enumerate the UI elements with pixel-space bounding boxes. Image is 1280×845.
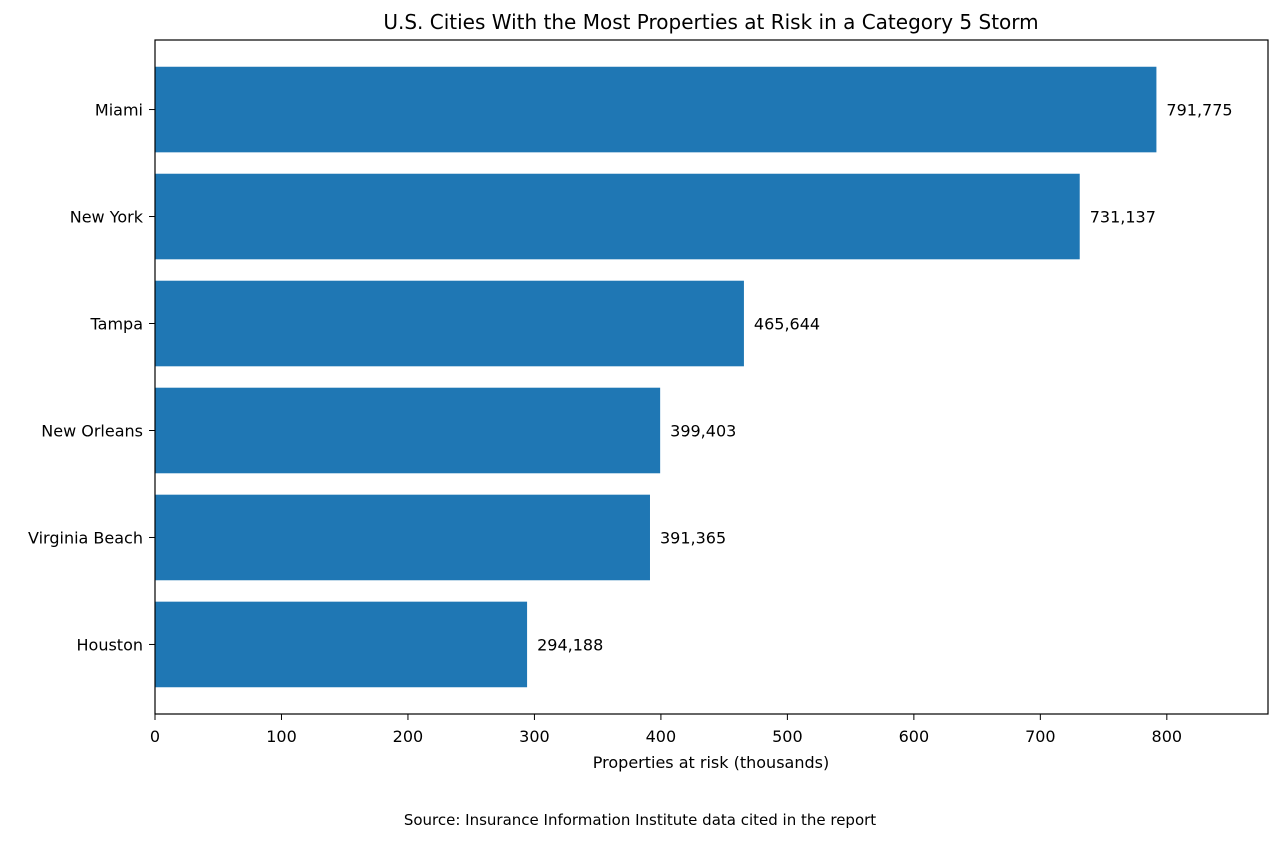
bar-value-label: 465,644	[754, 315, 820, 334]
y-tick-label: Houston	[77, 635, 144, 654]
x-axis-label: Properties at risk (thousands)	[593, 753, 829, 772]
y-tick-label: Virginia Beach	[28, 528, 143, 547]
x-tick-label: 200	[393, 727, 424, 746]
bar-value-label: 294,188	[537, 635, 603, 654]
x-tick-label: 800	[1152, 727, 1183, 746]
bar-value-label: 391,365	[660, 528, 726, 547]
bars-layer	[155, 66, 1157, 688]
y-tick-label: New York	[70, 208, 144, 227]
x-tick-label: 400	[646, 727, 677, 746]
bar	[155, 387, 661, 474]
chart-title: U.S. Cities With the Most Properties at …	[383, 10, 1038, 34]
y-tick-label: New Orleans	[41, 421, 143, 440]
source-note: Source: Insurance Information Institute …	[404, 811, 876, 829]
y-tick-label: Miami	[95, 101, 143, 120]
y-axis-ticks: Miami New York Tampa New Orleans Virginia Be…	[28, 101, 155, 654]
x-tick-label: 0	[150, 727, 160, 746]
y-tick-label: Tampa	[90, 315, 143, 334]
bar-value-label: 399,403	[670, 421, 736, 440]
bar	[155, 66, 1157, 153]
x-tick-label: 500	[772, 727, 803, 746]
x-axis-ticks: 0 100 200 300 400 500 600 700 800	[150, 714, 1182, 746]
bar	[155, 494, 650, 581]
plot-area-frame	[154, 39, 1269, 715]
bar-value-label: 731,137	[1090, 208, 1156, 227]
data-labels-layer: 791,775 731,137 465,644 399,403 391,365 294,1…	[537, 101, 1233, 655]
bar-value-label: 791,775	[1166, 101, 1232, 120]
x-tick-label: 700	[1025, 727, 1056, 746]
bar	[155, 601, 528, 688]
x-tick-label: 600	[899, 727, 930, 746]
bar	[155, 173, 1080, 260]
x-tick-label: 100	[266, 727, 297, 746]
bar	[155, 280, 744, 367]
x-tick-label: 300	[519, 727, 550, 746]
